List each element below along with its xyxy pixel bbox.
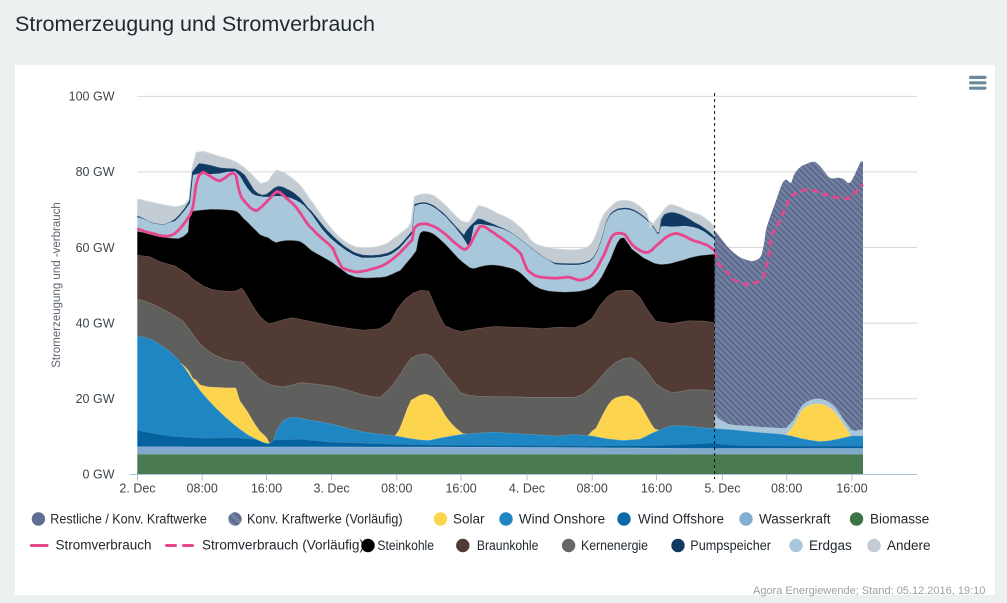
- svg-text:5. Dec: 5. Dec: [704, 482, 740, 496]
- svg-text:Konv. Kraftwerke (Vorläufig): Konv. Kraftwerke (Vorläufig): [247, 512, 403, 527]
- svg-text:Wind Onshore: Wind Onshore: [519, 512, 605, 527]
- svg-text:Stromerzeugung und Stromverbra: Stromerzeugung und Stromverbrauch: [15, 12, 375, 36]
- svg-text:08:00: 08:00: [187, 482, 218, 496]
- svg-text:Wind Offshore: Wind Offshore: [638, 512, 724, 527]
- svg-text:16:00: 16:00: [251, 482, 282, 496]
- svg-text:16:00: 16:00: [641, 482, 672, 496]
- svg-text:Restliche / Konv. Kraftwerke: Restliche / Konv. Kraftwerke: [50, 512, 207, 527]
- svg-text:Erdgas: Erdgas: [809, 538, 852, 553]
- svg-text:Steinkohle: Steinkohle: [377, 538, 434, 553]
- svg-text:100 GW: 100 GW: [69, 90, 115, 104]
- svg-text:80 GW: 80 GW: [76, 165, 115, 179]
- svg-text:40 GW: 40 GW: [76, 316, 115, 330]
- svg-text:08:00: 08:00: [381, 482, 412, 496]
- svg-text:Stromverbrauch (Vorläufig): Stromverbrauch (Vorläufig): [202, 538, 364, 553]
- svg-text:Agora Energiewende; Stand: 05.: Agora Energiewende; Stand: 05.12.2016, 1…: [753, 585, 985, 597]
- svg-text:08:00: 08:00: [771, 482, 802, 496]
- svg-text:Pumpspeicher: Pumpspeicher: [690, 538, 771, 553]
- svg-text:Biomasse: Biomasse: [870, 512, 929, 527]
- svg-text:08:00: 08:00: [577, 482, 608, 496]
- svg-text:4. Dec: 4. Dec: [509, 482, 545, 496]
- svg-text:Stromverbrauch: Stromverbrauch: [56, 538, 152, 553]
- svg-text:3. Dec: 3. Dec: [314, 482, 350, 496]
- svg-text:16:00: 16:00: [445, 482, 476, 496]
- svg-text:60 GW: 60 GW: [76, 241, 115, 255]
- svg-text:2. Dec: 2. Dec: [119, 482, 155, 496]
- svg-text:Kernenergie: Kernenergie: [581, 538, 648, 553]
- svg-text:20 GW: 20 GW: [76, 392, 115, 406]
- svg-text:Wasserkraft: Wasserkraft: [759, 512, 831, 527]
- svg-text:0 GW: 0 GW: [83, 468, 115, 482]
- svg-text:Stromerzeugung und -verbrauch: Stromerzeugung und -verbrauch: [51, 202, 63, 368]
- svg-text:Andere: Andere: [887, 538, 931, 553]
- svg-text:16:00: 16:00: [836, 482, 867, 496]
- svg-text:Braunkohle: Braunkohle: [477, 538, 539, 553]
- svg-text:Solar: Solar: [453, 512, 485, 527]
